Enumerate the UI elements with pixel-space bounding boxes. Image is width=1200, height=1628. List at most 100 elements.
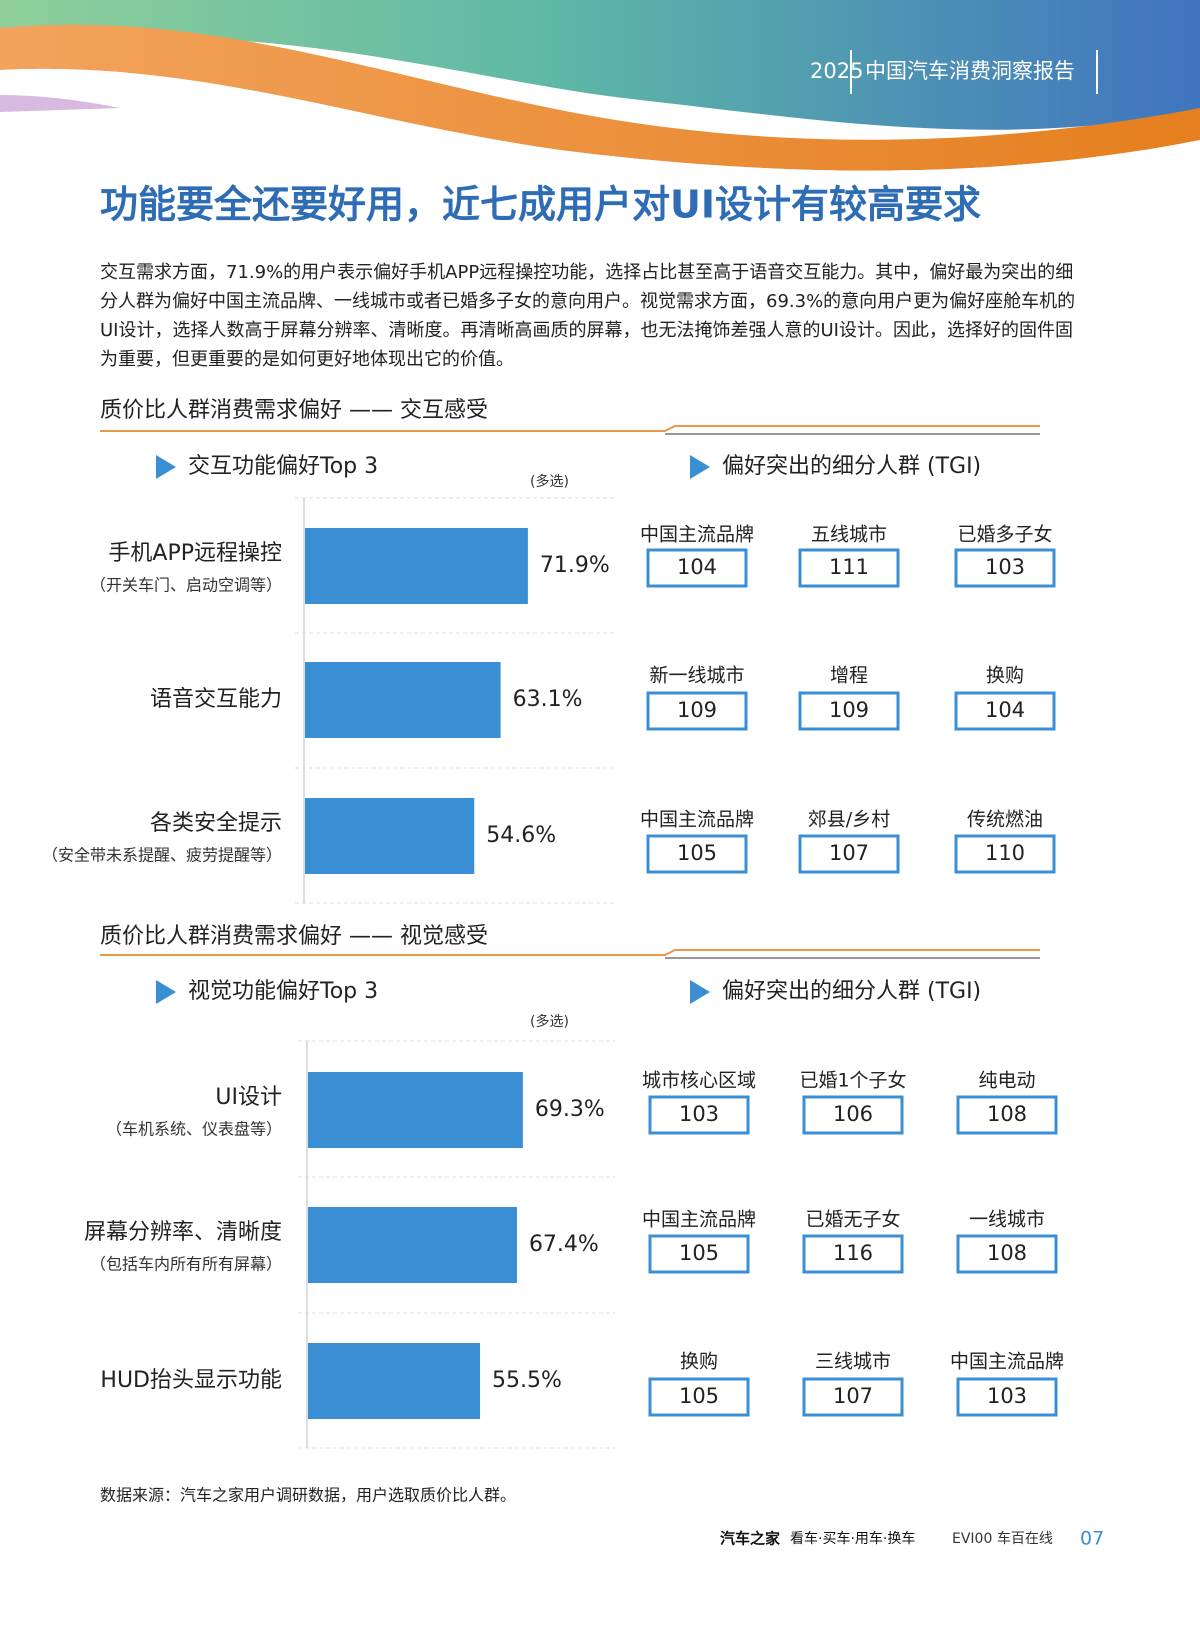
tgi-box [802,1095,904,1135]
tgi-box [648,1095,750,1135]
value-label: 71.9% [540,553,610,578]
tgi-title: 偏好突出的细分人群 (TGI) [722,454,981,479]
tgi-label: 中国主流品牌 [950,1351,1064,1373]
tgi-box [954,834,1056,874]
tgi-label: 传统燃油 [967,809,1043,831]
tgi-label: 郊县/乡村 [808,809,890,831]
tgi-label: 已婚1个子女 [799,1070,906,1092]
category-label: 各类安全提示 [150,811,282,836]
tgi-value: 107 [829,841,869,865]
category-label: 语音交互能力 [150,687,282,712]
tgi-value: 111 [829,555,869,579]
value-label: 54.6% [486,823,556,848]
value-label: 67.4% [529,1232,599,1257]
tgi-label: 三线城市 [815,1351,891,1373]
bar [308,1207,517,1283]
header-report: 中国汽车消费洞察报告 [865,59,1075,83]
category-label: HUD抬头显示功能 [100,1368,282,1393]
tgi-value: 108 [987,1102,1027,1126]
tgi-value: 103 [985,555,1025,579]
tgi-box [954,548,1056,588]
tgi-value: 107 [833,1384,873,1408]
category-label: 手机APP远程操控 [108,541,282,566]
tgi-value: 106 [833,1102,873,1126]
tgi-box [798,691,900,731]
section-rule [100,949,1040,956]
tgi-box [956,1234,1058,1274]
tgi-value: 105 [679,1384,719,1408]
category-label: UI设计 [215,1085,282,1110]
value-label: 55.5% [492,1368,562,1393]
section-rule [100,425,1040,432]
bullet [690,455,710,479]
bar [305,798,475,874]
tgi-label: 增程 [830,665,868,687]
page-title: 功能要全还要好用，近七成用户对UI设计有较高要求 [100,183,981,227]
header-wave [0,68,1200,189]
tgi-box [954,691,1056,731]
value-label: 69.3% [535,1097,605,1122]
tgi-value: 104 [985,698,1025,722]
tgi-value: 109 [677,698,717,722]
tgi-value: 109 [829,698,869,722]
header-wave [0,24,1200,171]
category-sublabel: （车机系统、仪表盘等） [106,1120,282,1139]
tgi-value: 103 [679,1102,719,1126]
footer-partner: EVI00 车百在线 [952,1530,1053,1547]
tgi-value: 116 [833,1241,873,1265]
chart-note: (多选) [530,1013,569,1030]
tgi-label: 换购 [986,665,1024,687]
tgi-box [646,834,748,874]
category-label: 屏幕分辨率、清晰度 [84,1220,282,1245]
chart-title: 交互功能偏好Top 3 [188,454,378,479]
tgi-label: 城市核心区域 [642,1070,756,1092]
chart-note: (多选) [530,473,569,490]
bullet [690,980,710,1004]
tgi-box [956,1377,1058,1417]
page-number: 07 [1080,1528,1104,1550]
tgi-box [646,548,748,588]
tgi-value: 105 [677,841,717,865]
tgi-label: 中国主流品牌 [640,809,754,831]
footer-slogan: 看车·买车·用车·换车 [790,1530,915,1547]
tgi-label: 新一线城市 [649,665,744,687]
header-wave [0,95,120,112]
tgi-value: 104 [677,555,717,579]
footer-brand: 汽车之家 [720,1530,780,1548]
tgi-value: 105 [679,1241,719,1265]
tgi-label: 五线城市 [811,524,887,546]
tgi-box [798,834,900,874]
tgi-box [956,1095,1058,1135]
bullet [156,455,176,479]
tgi-label: 换购 [680,1351,718,1373]
tgi-value: 110 [985,841,1025,865]
section-heading: 质价比人群消费需求偏好 —— 视觉感受 [100,924,488,949]
bar [308,1343,481,1419]
chart-title: 视觉功能偏好Top 3 [188,979,378,1004]
tgi-label: 中国主流品牌 [640,524,754,546]
bullet [156,980,176,1004]
bar [308,1072,523,1148]
tgi-value: 103 [987,1384,1027,1408]
tgi-box [802,1377,904,1417]
header-year: 2025 [810,59,863,83]
tgi-box [802,1234,904,1274]
intro-paragraph: 交互需求方面，71.9%的用户表示偏好手机APP远程操控功能，选择占比甚至高于语… [100,262,1076,370]
tgi-label: 已婚无子女 [805,1209,900,1231]
bar [305,528,528,604]
tgi-label: 纯电动 [978,1070,1035,1092]
tgi-label: 一线城市 [969,1209,1045,1231]
category-sublabel: （安全带未系提醒、疲劳提醒等） [42,846,282,865]
tgi-box [798,548,900,588]
bar [305,662,501,738]
category-sublabel: （包括车内所有所有屏幕） [90,1255,282,1274]
tgi-box [648,1234,750,1274]
section-heading: 质价比人群消费需求偏好 —— 交互感受 [100,398,488,423]
category-sublabel: （开关车门、启动空调等） [90,576,282,595]
tgi-box [648,1377,750,1417]
source: 数据来源：汽车之家用户调研数据，用户选取质价比人群。 [100,1486,516,1505]
tgi-label: 中国主流品牌 [642,1209,756,1231]
tgi-box [646,691,748,731]
